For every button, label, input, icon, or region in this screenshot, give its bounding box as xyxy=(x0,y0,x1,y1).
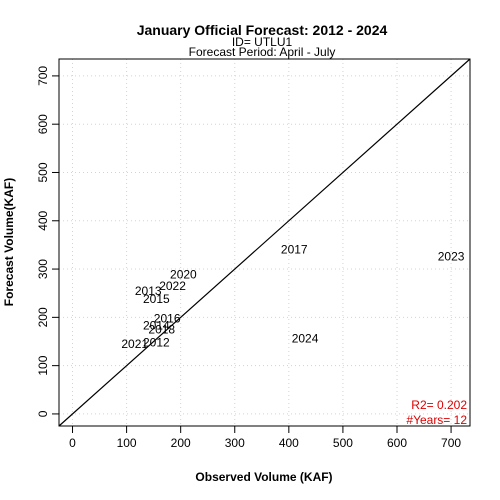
y-tick-label: 300 xyxy=(36,259,50,279)
point-label-2017: 2017 xyxy=(281,243,308,257)
point-labels: 2012 2013 2014 2015 2016 2017 2018 2020 2021 2022… xyxy=(121,243,464,351)
point-label-2018: 2018 xyxy=(148,322,175,336)
point-label-2024: 2024 xyxy=(292,332,319,346)
y-axis-label: Forecast Volume(KAF) xyxy=(2,178,16,306)
y-tick-label: 0 xyxy=(36,410,50,417)
grid-lines xyxy=(59,59,470,426)
point-label-2016: 2016 xyxy=(154,311,181,325)
x-tick-label: 200 xyxy=(171,436,191,450)
chart-subtitle-period: Forecast Period: April - July xyxy=(189,45,336,59)
r2-stat: R2= 0.202 xyxy=(411,398,467,412)
x-tick-label: 0 xyxy=(69,436,76,450)
point-label-2012: 2012 xyxy=(143,335,170,349)
y-tick-label: 700 xyxy=(36,66,50,86)
axes: 0 100 200 300 400 500 600 700 0 100 200 300 400 500 60… xyxy=(36,66,461,450)
point-label-2023: 2023 xyxy=(438,250,465,264)
x-tick-label: 700 xyxy=(441,436,461,450)
x-axis-label: Observed Volume (KAF) xyxy=(195,470,332,484)
point-label-2020: 2020 xyxy=(170,267,197,281)
point-label-2013: 2013 xyxy=(135,284,162,298)
years-stat: #Years= 12 xyxy=(406,413,467,427)
x-tick-label: 400 xyxy=(279,436,299,450)
chart-subtitle-id: ID= UTLU1 xyxy=(232,35,293,49)
point-label-2021: 2021 xyxy=(121,337,148,351)
x-tick-label: 600 xyxy=(387,436,407,450)
x-tick-label: 300 xyxy=(225,436,245,450)
y-tick-label: 600 xyxy=(36,114,50,134)
point-label-2022: 2022 xyxy=(159,279,186,293)
point-label-2014: 2014 xyxy=(143,319,170,333)
x-tick-label: 100 xyxy=(117,436,137,450)
x-tick-label: 500 xyxy=(333,436,353,450)
y-tick-label: 100 xyxy=(36,355,50,375)
plot-frame xyxy=(58,58,471,427)
y-tick-label: 500 xyxy=(36,162,50,182)
chart-title: January Official Forecast: 2012 - 2024 xyxy=(137,22,388,38)
y-tick-label: 200 xyxy=(36,307,50,327)
one-to-one-line xyxy=(58,58,471,427)
y-tick-label: 400 xyxy=(36,210,50,230)
point-label-2015: 2015 xyxy=(143,292,170,306)
